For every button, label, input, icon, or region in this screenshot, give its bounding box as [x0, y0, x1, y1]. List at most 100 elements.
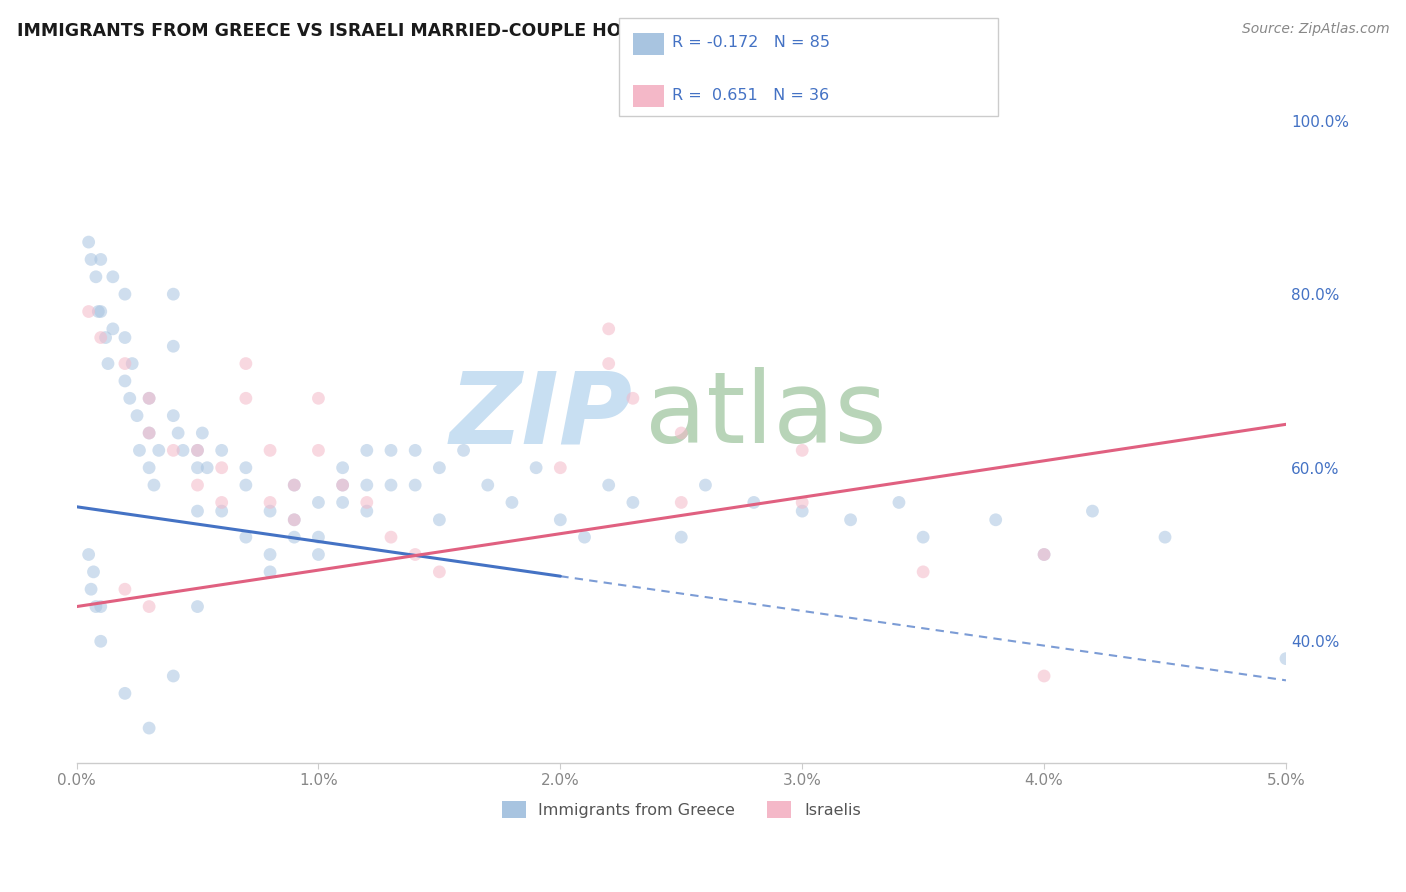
Point: [259, 443, 281, 458]
Point: [792, 495, 814, 509]
Point: [356, 504, 378, 518]
Point: [138, 599, 160, 614]
Point: [550, 460, 572, 475]
Point: [356, 478, 378, 492]
Point: [332, 478, 354, 492]
Point: [114, 357, 136, 371]
Point: [118, 392, 141, 406]
Point: [792, 504, 814, 518]
Point: [912, 530, 935, 544]
Point: [80, 252, 103, 267]
Point: [186, 460, 208, 475]
Point: [912, 565, 935, 579]
Point: [191, 425, 214, 440]
Point: [404, 478, 426, 492]
Point: [142, 478, 165, 492]
Point: [97, 357, 120, 371]
Point: [84, 599, 107, 614]
Point: [1154, 530, 1177, 544]
Point: [235, 530, 257, 544]
Point: [90, 634, 112, 648]
Point: [138, 721, 160, 735]
Point: [186, 504, 208, 518]
Point: [621, 495, 644, 509]
Point: [429, 565, 451, 579]
Point: [101, 269, 124, 284]
Point: [524, 460, 547, 475]
Point: [172, 443, 194, 458]
Point: [77, 235, 100, 249]
Text: atlas: atlas: [645, 368, 887, 464]
Point: [138, 392, 160, 406]
Point: [235, 478, 257, 492]
Point: [167, 425, 190, 440]
Point: [332, 495, 354, 509]
Point: [307, 495, 329, 509]
Point: [211, 504, 233, 518]
Point: [695, 478, 717, 492]
Point: [259, 565, 281, 579]
Point: [186, 443, 208, 458]
Point: [307, 530, 329, 544]
Text: IMMIGRANTS FROM GREECE VS ISRAELI MARRIED-COUPLE HOUSEHOLDS CORRELATION CHART: IMMIGRANTS FROM GREECE VS ISRAELI MARRIE…: [17, 22, 942, 40]
Point: [82, 565, 104, 579]
Point: [162, 669, 184, 683]
Point: [1081, 504, 1104, 518]
Point: [742, 495, 765, 509]
Point: [380, 443, 402, 458]
Point: [235, 460, 257, 475]
Point: [235, 392, 257, 406]
Point: [792, 443, 814, 458]
Point: [162, 443, 184, 458]
Point: [101, 322, 124, 336]
Point: [114, 582, 136, 597]
Point: [839, 513, 862, 527]
Point: [307, 392, 329, 406]
Point: [1275, 651, 1298, 665]
Point: [211, 495, 233, 509]
Point: [77, 304, 100, 318]
Point: [501, 495, 523, 509]
Point: [404, 548, 426, 562]
Point: [90, 330, 112, 344]
Point: [1033, 669, 1056, 683]
Point: [87, 304, 110, 318]
Point: [307, 548, 329, 562]
Point: [598, 478, 620, 492]
Point: [984, 513, 1007, 527]
Point: [283, 513, 305, 527]
Point: [598, 357, 620, 371]
Point: [94, 330, 117, 344]
Point: [186, 599, 208, 614]
Text: R =  0.651   N = 36: R = 0.651 N = 36: [672, 88, 830, 103]
Point: [84, 269, 107, 284]
Point: [138, 425, 160, 440]
Text: R = -0.172   N = 85: R = -0.172 N = 85: [672, 36, 830, 50]
Point: [186, 478, 208, 492]
Point: [162, 287, 184, 301]
Point: [429, 460, 451, 475]
Point: [125, 409, 148, 423]
Legend: Immigrants from Greece, Israelis: Immigrants from Greece, Israelis: [495, 795, 868, 824]
Point: [283, 530, 305, 544]
Point: [574, 530, 596, 544]
Point: [1033, 548, 1056, 562]
Point: [186, 443, 208, 458]
Point: [148, 443, 170, 458]
Point: [138, 392, 160, 406]
Point: [162, 339, 184, 353]
Point: [307, 443, 329, 458]
Point: [211, 460, 233, 475]
Point: [477, 478, 499, 492]
Point: [128, 443, 150, 458]
Point: [356, 495, 378, 509]
Point: [121, 357, 143, 371]
Point: [598, 322, 620, 336]
Point: [380, 478, 402, 492]
Point: [114, 287, 136, 301]
Point: [80, 582, 103, 597]
Point: [114, 374, 136, 388]
Point: [621, 392, 644, 406]
Point: [283, 478, 305, 492]
Point: [550, 513, 572, 527]
